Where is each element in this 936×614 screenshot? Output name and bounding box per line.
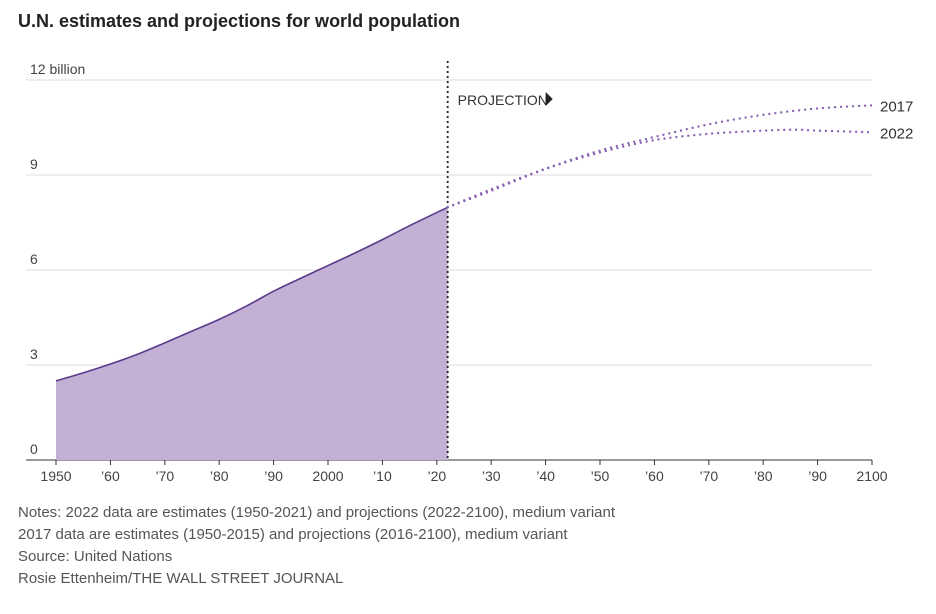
note-2022: Notes: 2022 data are estimates (1950-202… [18, 504, 616, 521]
projection-line-2022 [446, 128, 874, 209]
projection-label: PROJECTION [458, 92, 548, 108]
series-label-2017: 2017 [880, 98, 913, 115]
x-tick-label: ’30 [482, 468, 501, 484]
y-tick-label: 6 [30, 251, 38, 267]
x-tick-label: ’70 [155, 468, 174, 484]
projection-arrow-icon [545, 92, 553, 106]
x-tick-label: 1950 [40, 468, 71, 484]
x-tick-label: ’60 [645, 468, 664, 484]
note-2017: 2017 data are estimates (1950-2015) and … [18, 526, 568, 543]
y-tick-label: 0 [30, 441, 38, 457]
x-tick-label: ’80 [210, 468, 229, 484]
estimates-line [55, 206, 449, 382]
x-tick-label: ’80 [754, 468, 773, 484]
x-tick-label: ’20 [427, 468, 446, 484]
series-label-2022: 2022 [880, 125, 913, 142]
chart-notes: Notes: 2022 data are estimates (1950-202… [18, 502, 615, 590]
x-tick-label: ’70 [699, 468, 718, 484]
x-tick-label: 2000 [312, 468, 343, 484]
chart-title: U.N. estimates and projections for world… [18, 11, 461, 31]
x-tick-label: 2100 [856, 468, 887, 484]
x-tick-label: ’10 [373, 468, 392, 484]
x-tick-label: ’50 [591, 468, 610, 484]
credit: Rosie Ettenheim/THE WALL STREET JOURNAL [18, 570, 344, 587]
y-tick-label: 3 [30, 346, 38, 362]
x-tick-label: ’90 [808, 468, 827, 484]
x-tick-label: ’60 [101, 468, 120, 484]
x-tick-label: ’40 [536, 468, 555, 484]
x-tick-label: ’90 [264, 468, 283, 484]
population-chart: 0 3 6 9 12 billion 1950 ’60 ’70 ’80 ’90 2000 ’10 ’20… [26, 60, 913, 484]
y-tick-label: 9 [30, 156, 38, 172]
estimates-area [56, 207, 448, 460]
source: Source: United Nations [18, 548, 173, 565]
projection-line-2017 [446, 104, 874, 209]
y-tick-label: 12 billion [30, 61, 85, 77]
